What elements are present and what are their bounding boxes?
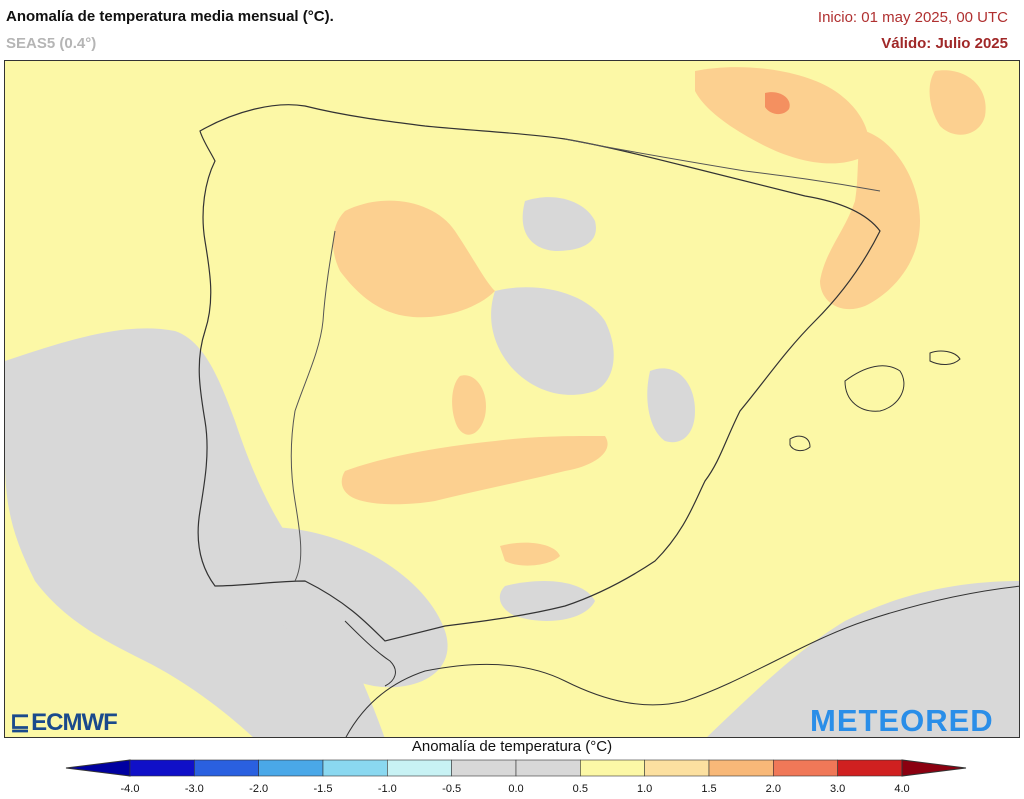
neutral-zone-south	[499, 581, 595, 621]
colorbar-tick-label: -0.5	[442, 783, 462, 795]
france-border	[564, 138, 881, 192]
colorbar-tick-label: -1.5	[313, 783, 333, 795]
warm-zone-pyrenees	[695, 67, 869, 164]
portugal-border	[290, 230, 336, 582]
colorbar-tick-label: -4.0	[120, 783, 140, 795]
colorbar-segment	[644, 759, 710, 777]
africa-coastline	[345, 585, 1019, 737]
colorbar	[65, 759, 967, 777]
colorbar-under-arrow	[65, 759, 131, 777]
colorbar-tick-label: 3.0	[830, 783, 846, 795]
neutral-zone-east	[647, 368, 695, 443]
neutral-zone-africa	[707, 581, 1019, 737]
menorca-island	[929, 350, 961, 365]
colorbar-tick-label: 2.0	[765, 783, 781, 795]
colorbar-tick-label: 4.0	[894, 783, 910, 795]
warm-zone-france-east	[929, 70, 986, 135]
warm-zone-la-mancha	[452, 375, 486, 435]
neutral-zone-center	[491, 287, 614, 395]
colorbar-tick-label: 1.0	[637, 783, 653, 795]
ibiza-island	[789, 435, 811, 452]
neutral-zone-atlantic	[5, 328, 385, 737]
colorbar-segment	[451, 759, 517, 777]
colorbar-segment	[129, 759, 195, 777]
warm-zone-south-meseta	[341, 436, 608, 505]
colorbar-tick-label: -2.0	[249, 783, 269, 795]
colorbar-segment	[258, 759, 324, 777]
colorbar-segment	[773, 759, 838, 777]
ecmwf-logo: ⊑ECMWF	[10, 709, 118, 736]
warm-zone-granada	[500, 542, 560, 566]
valid-period: Válido: Julio 2025	[881, 35, 1008, 52]
init-date: Inicio: 01 may 2025, 00 UTC	[817, 9, 1008, 26]
colorbar-segment	[322, 759, 388, 777]
anomaly-map[interactable]	[4, 60, 1020, 738]
colorbar-tick-label: -1.0	[377, 783, 397, 795]
colorbar-segment	[580, 759, 645, 777]
mallorca-island	[844, 365, 905, 412]
colorbar-tick-label: 0.0	[508, 783, 524, 795]
legend-title: Anomalía de temperatura (°C)	[411, 738, 613, 755]
colorbar-tick-label: 1.5	[701, 783, 717, 795]
colorbar-segment	[194, 759, 259, 777]
neutral-zone-north	[522, 197, 596, 251]
gibraltar-strait	[344, 620, 396, 687]
hot-spot-pyrenees	[765, 92, 790, 115]
chart-title: Anomalía de temperatura media mensual (°…	[6, 8, 334, 25]
ecmwf-logo-text: ECMWF	[31, 709, 118, 736]
model-subtitle: SEAS5 (0.4°)	[6, 35, 97, 52]
meteored-logo: METEORED	[810, 703, 994, 738]
neutral-zone-gulf-cadiz	[233, 527, 448, 688]
map-canvas	[5, 67, 1019, 737]
colorbar-segment	[837, 759, 903, 777]
warm-zone-north-meseta	[333, 200, 495, 318]
colorbar-segment	[515, 759, 581, 777]
colorbar-over-arrow	[901, 759, 967, 777]
colorbar-tick-label: -3.0	[184, 783, 204, 795]
colorbar-segment	[708, 759, 774, 777]
colorbar-segment	[387, 759, 452, 777]
colorbar-tick-label: 0.5	[572, 783, 588, 795]
